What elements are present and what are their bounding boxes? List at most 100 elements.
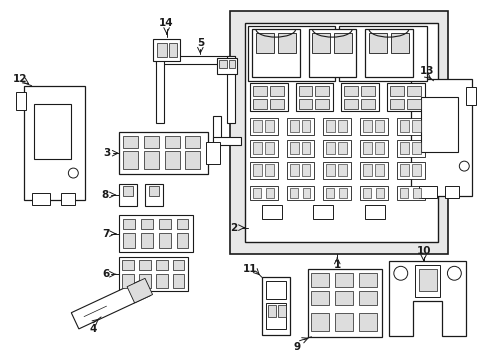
Bar <box>325 188 334 198</box>
Bar <box>185 151 200 169</box>
Bar <box>334 33 351 53</box>
Circle shape <box>393 266 407 280</box>
Bar <box>389 86 403 96</box>
Bar <box>265 281 285 299</box>
Bar <box>399 188 407 198</box>
Bar <box>262 277 289 335</box>
Bar <box>301 164 310 176</box>
Bar <box>249 186 277 200</box>
Polygon shape <box>127 278 152 303</box>
Bar <box>24 86 85 200</box>
Bar <box>185 136 200 148</box>
Bar <box>313 205 333 219</box>
Bar <box>335 273 352 287</box>
Bar <box>323 162 350 179</box>
Bar <box>335 313 352 331</box>
Bar <box>325 121 335 132</box>
Bar <box>414 265 440 297</box>
Bar <box>339 26 426 81</box>
Bar <box>206 142 220 164</box>
Bar <box>252 99 266 109</box>
Bar <box>155 260 167 270</box>
Bar <box>338 121 346 132</box>
Bar <box>301 121 310 132</box>
Circle shape <box>68 168 78 178</box>
Bar <box>249 140 277 157</box>
Bar <box>264 142 273 154</box>
Circle shape <box>458 161 468 171</box>
Bar <box>374 121 383 132</box>
Bar <box>315 86 328 96</box>
Bar <box>141 219 152 229</box>
Text: 4: 4 <box>89 324 97 334</box>
Bar <box>359 140 387 157</box>
Bar <box>295 83 333 111</box>
Bar <box>358 313 376 331</box>
Bar <box>411 121 420 132</box>
Text: 1: 1 <box>333 260 340 270</box>
Bar <box>249 83 287 111</box>
Bar <box>152 39 180 61</box>
Bar <box>338 142 346 154</box>
Bar <box>298 86 312 96</box>
Bar <box>168 43 176 57</box>
Bar <box>119 215 193 252</box>
Bar <box>213 137 241 145</box>
Bar <box>217 58 237 74</box>
Bar <box>122 186 133 196</box>
Bar <box>412 188 420 198</box>
Bar <box>374 164 383 176</box>
Text: 13: 13 <box>419 66 433 76</box>
Bar <box>277 33 295 53</box>
Bar <box>362 121 371 132</box>
Bar <box>176 219 188 229</box>
Bar <box>286 162 314 179</box>
Bar <box>139 260 150 270</box>
Bar <box>119 184 137 206</box>
Bar <box>311 291 328 305</box>
Bar <box>244 23 438 242</box>
Bar <box>360 86 374 96</box>
Bar <box>264 164 273 176</box>
Bar <box>359 118 387 135</box>
Text: 6: 6 <box>102 269 109 279</box>
Bar <box>374 142 383 154</box>
Bar <box>362 188 370 198</box>
Bar <box>445 186 458 198</box>
Bar <box>289 188 297 198</box>
Bar <box>396 186 424 200</box>
Bar <box>362 142 371 154</box>
Bar <box>143 151 158 169</box>
Bar <box>360 99 374 109</box>
Bar <box>341 83 378 111</box>
Bar <box>406 86 420 96</box>
Bar <box>172 274 184 288</box>
Bar <box>213 116 221 145</box>
Bar <box>311 313 328 331</box>
Bar <box>323 186 350 200</box>
Bar <box>262 205 281 219</box>
Bar <box>155 274 167 288</box>
Bar <box>164 136 179 148</box>
Polygon shape <box>388 261 466 336</box>
Bar <box>308 29 355 77</box>
Bar <box>365 29 412 77</box>
Bar <box>410 79 471 196</box>
Bar <box>277 305 285 317</box>
Bar <box>339 188 346 198</box>
Bar <box>158 233 170 248</box>
Bar <box>335 291 352 305</box>
Bar <box>155 56 235 64</box>
Bar <box>269 86 283 96</box>
Bar <box>399 164 408 176</box>
Bar <box>249 162 277 179</box>
Bar <box>396 118 424 135</box>
Bar <box>307 269 381 337</box>
Bar <box>359 186 387 200</box>
Bar <box>362 164 371 176</box>
Bar <box>315 99 328 109</box>
Bar <box>252 188 260 198</box>
Bar <box>34 104 71 159</box>
Bar <box>396 162 424 179</box>
Text: 8: 8 <box>101 190 108 200</box>
